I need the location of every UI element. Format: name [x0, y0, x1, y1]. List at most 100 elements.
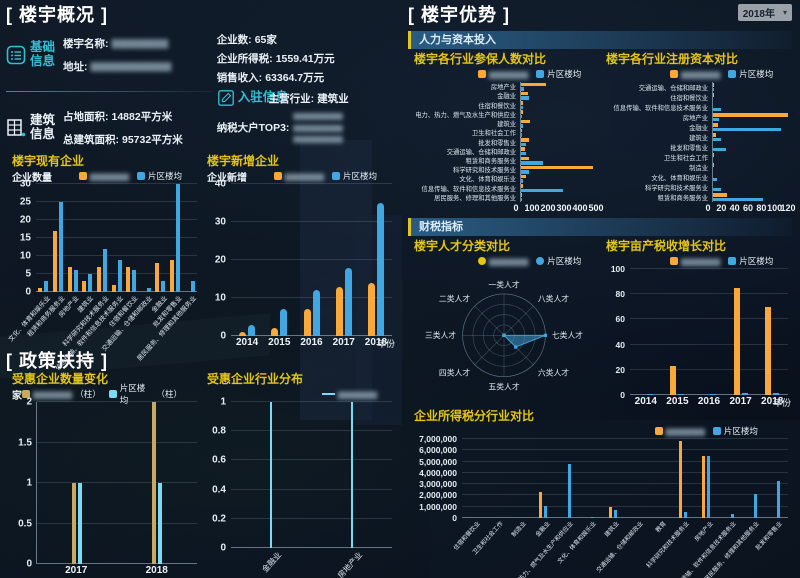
- legend-item[interactable]: 片区楼均: [728, 255, 773, 267]
- bar-group: [725, 269, 757, 395]
- bar: [713, 127, 781, 131]
- bar: [521, 128, 523, 133]
- legend-item[interactable]: ▆▆▆▆▆▆: [478, 256, 528, 267]
- x-tick-label: 2014: [634, 396, 657, 407]
- category-row: 科学研究和技术服务业: [604, 182, 788, 192]
- x-tick: 2018: [360, 336, 392, 350]
- category-row: 文化、体育和娱乐业: [604, 172, 788, 182]
- svg-text:六类人才: 六类人才: [538, 368, 569, 378]
- legend-series-name: ▆▆▆▆▆▆: [665, 425, 705, 436]
- building-info-section: 基础信息 楼宇名称: ▆▆▆▆▆▆▆ 地址: ▆▆▆▆▆▆▆▆▆▆: [6, 28, 396, 154]
- info-left-column: 基础信息 楼宇名称: ▆▆▆▆▆▆▆ 地址: ▆▆▆▆▆▆▆▆▆▆: [6, 28, 213, 154]
- company-count-label: 企业数:: [216, 34, 252, 46]
- legend-marker: [137, 172, 146, 180]
- bar-group: [718, 439, 741, 518]
- legend-series-suffix: （柱）: [156, 389, 183, 399]
- bar: [713, 133, 717, 137]
- category-label: 科学研究和技术服务业: [645, 184, 708, 192]
- legend-marker: [321, 393, 335, 395]
- policy-count-box: 受惠企业数量变化 家 ▆▆▆▆▆▆ （柱） 片区楼均 （柱） 0 0.5 1 1.5 2 2017 2…: [6, 372, 201, 578]
- legend-item[interactable]: ▆▆▆▆▆▆: [670, 69, 720, 80]
- section-fiscal-tax: 财税指标: [408, 218, 792, 236]
- svg-text:五类人才: 五类人才: [488, 382, 519, 392]
- gridline: [462, 438, 788, 439]
- y-tick-label: 20: [214, 254, 226, 266]
- y-tick-label: 80: [615, 289, 625, 300]
- legend-item[interactable]: ▆▆▆▆▆▆: [654, 425, 705, 437]
- bar-group: [65, 184, 80, 292]
- bar: [713, 117, 720, 121]
- legend-item[interactable]: ▆▆▆▆▆▆: [478, 69, 528, 80]
- top3-item: ▆▆▆▆▆▆▆▆: [293, 134, 343, 144]
- x-tick: 2018: [756, 395, 788, 409]
- year-select[interactable]: 2018年 ▾: [737, 4, 792, 21]
- legend-item[interactable]: ▆▆▆▆▆▆ （柱）: [22, 388, 101, 400]
- legend-item[interactable]: 片区楼均: [712, 425, 758, 437]
- legend-item[interactable]: ▆▆▆▆▆▆: [273, 171, 324, 182]
- x-axis: 金融业 房地产业: [231, 548, 392, 578]
- bar-group: [153, 184, 168, 292]
- svg-text:二类人才: 二类人才: [439, 293, 470, 303]
- bar: [521, 82, 546, 87]
- legend-item[interactable]: 片区楼均: [332, 170, 377, 182]
- category-row: 建筑业: [604, 132, 788, 142]
- entry-info-column: 企业数: 65家 企业所得税: 1559.41万元 销售收入: 63364.7万…: [217, 28, 396, 154]
- sales-row: 销售收入: 63364.7万元: [217, 70, 396, 85]
- legend-series-suffix: （柱）: [75, 389, 101, 399]
- legend-item[interactable]: ▆▆▆▆▆▆: [78, 171, 129, 182]
- category-row: 制造业: [604, 162, 788, 172]
- gridline: [36, 291, 197, 292]
- legend-item[interactable]: ▆▆▆▆▆▆: [321, 389, 377, 400]
- bar: [713, 177, 718, 181]
- y-tick-label: 5: [25, 268, 31, 280]
- building-detail-block: 建筑信息 占地面积: 14882平方米 总建筑面积: 95732平方米: [6, 109, 213, 147]
- x-tick: 房地产业: [312, 548, 393, 578]
- income-tax-row: 企业所得税: 1559.41万元: [217, 51, 396, 66]
- category-label: 文化、体育和娱乐业: [459, 176, 516, 184]
- legend-item[interactable]: 片区楼均: [728, 68, 773, 80]
- legend-item[interactable]: 片区楼均: [536, 68, 581, 80]
- y-tick-label: 2: [26, 396, 32, 408]
- bars: [520, 109, 596, 120]
- bar: [521, 165, 593, 170]
- bar-group: [182, 184, 197, 292]
- y-tick-label: 0: [620, 390, 625, 400]
- policy-charts-row: 受惠企业数量变化 家 ▆▆▆▆▆▆ （柱） 片区楼均 （柱） 0 0.5 1 1.5 2 2017 2…: [6, 372, 396, 578]
- legend-item[interactable]: 片区楼均: [137, 170, 182, 182]
- bar: [521, 184, 523, 188]
- y-tick-label: 10: [19, 250, 31, 262]
- bar: [684, 512, 688, 518]
- x-tick-label: 300: [556, 203, 572, 213]
- plot-area: 房地产业 金融业 住宿和餐饮业 电力、热力、燃气及水生产和供应业 建筑业 卫生和社会工作批…: [412, 81, 596, 203]
- bars: [712, 112, 788, 122]
- legend-marker: [712, 427, 721, 435]
- bar: [521, 156, 530, 160]
- legend-item[interactable]: 片区楼均 （柱）: [108, 382, 183, 406]
- policy-industry-box: 受惠企业行业分布 ▆▆▆▆▆▆ 0 0.2 0.4 0.6 0.8 1 金融业 房地产业: [201, 372, 396, 578]
- bars: [712, 152, 788, 162]
- gridline: [231, 401, 392, 402]
- x-tick: 交通运输、仓储和邮政业: [596, 518, 648, 578]
- category-row: 交通运输、仓储和邮政业: [604, 82, 788, 92]
- radar-plot: 一类人才 二类人才 三类人才 四类人才 五类人才 六类人才 七类人才 八类人才: [412, 269, 596, 409]
- legend-item[interactable]: ▆▆▆▆▆▆: [670, 256, 720, 267]
- svg-text:一类人才: 一类人才: [488, 279, 519, 289]
- bar: [344, 267, 352, 336]
- gridline: [37, 401, 197, 402]
- chart-title: 楼宇亩产税收增长对比: [606, 239, 727, 253]
- building-name-value: ▆▆▆▆▆▆▆: [111, 37, 169, 49]
- x-tick-label: 2017: [332, 337, 355, 348]
- y-tick-label: 7,000,000: [419, 434, 457, 444]
- bar: [239, 332, 247, 336]
- gridline: [462, 449, 788, 451]
- legend-item[interactable]: 片区楼均: [536, 255, 581, 267]
- bar: [679, 441, 683, 518]
- x-tick-label: 100: [524, 203, 540, 213]
- bar: [713, 197, 763, 201]
- y-tick-label: 0: [220, 542, 226, 554]
- gridline: [462, 471, 788, 473]
- bar-group: [168, 184, 183, 292]
- total-area-value: 95732平方米: [122, 133, 183, 146]
- legend-series-name: 片区楼均: [547, 256, 582, 266]
- bar: [271, 328, 279, 336]
